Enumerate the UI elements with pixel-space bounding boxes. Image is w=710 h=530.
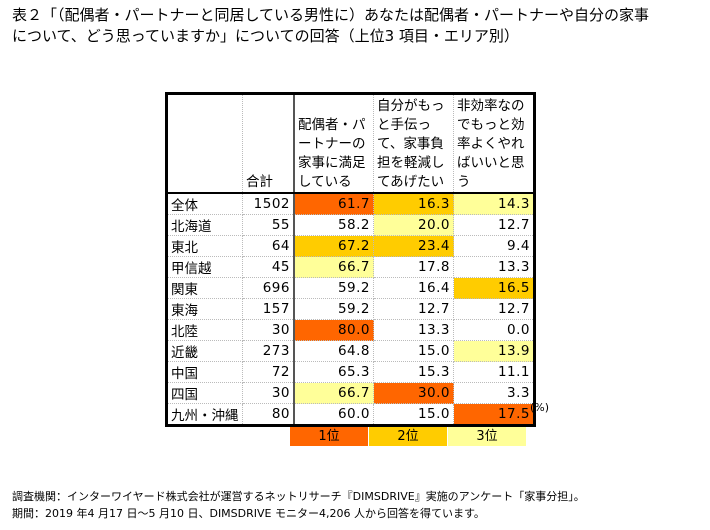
total-cell: 80 (242, 403, 295, 426)
value-cell: 59.2 (293, 277, 374, 299)
table-row: 九州・沖縄 80 60.0 15.0 17.5 (166, 403, 535, 426)
value-cell: 58.2 (293, 214, 374, 236)
footnote: 調査機関：インターワイヤード株式会社が運営するネットリサーチ『DIMSDRIVE… (12, 488, 585, 522)
value-cell: 16.5 (453, 277, 535, 299)
legend-rank-2: 2位 (369, 427, 447, 446)
area-label: 全体 (166, 192, 243, 215)
footnote-source: 調査機関：インターワイヤード株式会社が運営するネットリサーチ『DIMSDRIVE… (12, 490, 585, 503)
value-cell: 15.0 (373, 403, 454, 426)
total-cell: 55 (242, 214, 295, 236)
header-help-more: 自分がもっと手伝って、家事負担を軽減してあげたい (373, 93, 454, 194)
footnote-period: 期間：2019 年4 月17 日～5 月10 日、DIMSDRIVE モニター4… (12, 507, 485, 520)
total-cell: 273 (242, 340, 295, 362)
value-cell: 65.3 (293, 361, 374, 383)
value-cell: 64.8 (293, 340, 374, 362)
value-cell: 23.4 (373, 235, 454, 257)
value-cell: 3.3 (453, 382, 535, 404)
area-label: 東海 (166, 298, 243, 320)
value-cell: 12.7 (453, 298, 535, 320)
area-label: 北海道 (166, 214, 243, 236)
value-cell: 16.3 (373, 192, 454, 215)
total-cell: 30 (242, 382, 295, 404)
value-cell: 59.2 (293, 298, 374, 320)
area-label: 北陸 (166, 319, 243, 341)
table-row: 関東 696 59.2 16.4 16.5 (166, 277, 535, 299)
value-cell: 15.0 (373, 340, 454, 362)
area-label: 四国 (166, 382, 243, 404)
value-cell: 9.4 (453, 235, 535, 257)
value-cell: 13.3 (453, 256, 535, 278)
value-cell: 12.7 (453, 214, 535, 236)
area-label: 東北 (166, 235, 243, 257)
title-line-2: について、どう思っていますか」についての回答（上位3 項目・エリア別） (12, 27, 519, 45)
value-cell: 67.2 (293, 235, 374, 257)
value-cell: 16.4 (373, 277, 454, 299)
table-row: 四国 30 66.7 30.0 3.3 (166, 382, 535, 404)
table-row: 甲信越 45 66.7 17.8 13.3 (166, 256, 535, 278)
area-label: 九州・沖縄 (166, 403, 243, 426)
value-cell: 60.0 (293, 403, 374, 426)
value-cell: 66.7 (293, 256, 374, 278)
results-table: 合計 配偶者・パートナーの家事に満足している 自分がもっと手伝って、家事負担を軽… (165, 92, 536, 427)
unit-label: (%) (530, 401, 550, 414)
page-title: 表２「（配偶者・パートナーと同居している男性に）あなたは配偶者・パートナーや自分… (12, 5, 702, 47)
total-cell: 64 (242, 235, 295, 257)
header-area (166, 93, 243, 194)
table-row: 東海 157 59.2 12.7 12.7 (166, 298, 535, 320)
table-row: 北陸 30 80.0 13.3 0.0 (166, 319, 535, 341)
value-cell: 13.9 (453, 340, 535, 362)
value-cell: 66.7 (293, 382, 374, 404)
legend-rank-1: 1位 (290, 427, 368, 446)
header-row: 合計 配偶者・パートナーの家事に満足している 自分がもっと手伝って、家事負担を軽… (166, 93, 535, 194)
area-label: 関東 (166, 277, 243, 299)
value-cell: 20.0 (373, 214, 454, 236)
value-cell: 30.0 (373, 382, 454, 404)
header-total: 合計 (242, 93, 295, 194)
total-cell: 696 (242, 277, 295, 299)
value-cell: 0.0 (453, 319, 535, 341)
value-cell: 80.0 (293, 319, 374, 341)
value-cell: 12.7 (373, 298, 454, 320)
table-row: 全体 1502 61.7 16.3 14.3 (166, 192, 535, 215)
total-cell: 157 (242, 298, 295, 320)
value-cell: 14.3 (453, 192, 535, 215)
total-cell: 1502 (242, 192, 295, 215)
total-cell: 45 (242, 256, 295, 278)
total-cell: 72 (242, 361, 295, 383)
area-label: 甲信越 (166, 256, 243, 278)
value-cell: 17.8 (373, 256, 454, 278)
area-label: 近畿 (166, 340, 243, 362)
header-satisfied: 配偶者・パートナーの家事に満足している (293, 93, 374, 194)
area-label: 中国 (166, 361, 243, 383)
value-cell: 17.5 (453, 403, 535, 426)
title-line-1: 表２「（配偶者・パートナーと同居している男性に）あなたは配偶者・パートナーや自分… (12, 6, 650, 24)
value-cell: 15.3 (373, 361, 454, 383)
table-row: 中国 72 65.3 15.3 11.1 (166, 361, 535, 383)
table-row: 近畿 273 64.8 15.0 13.9 (166, 340, 535, 362)
rank-legend: 1位 2位 3位 (290, 427, 527, 446)
table-row: 北海道 55 58.2 20.0 12.7 (166, 214, 535, 236)
header-more-efficient: 非効率なのでもっと効率よくやればいいと思う (453, 93, 535, 194)
value-cell: 13.3 (373, 319, 454, 341)
legend-rank-3: 3位 (448, 427, 526, 446)
value-cell: 11.1 (453, 361, 535, 383)
value-cell: 61.7 (293, 192, 374, 215)
total-cell: 30 (242, 319, 295, 341)
table-row: 東北 64 67.2 23.4 9.4 (166, 235, 535, 257)
